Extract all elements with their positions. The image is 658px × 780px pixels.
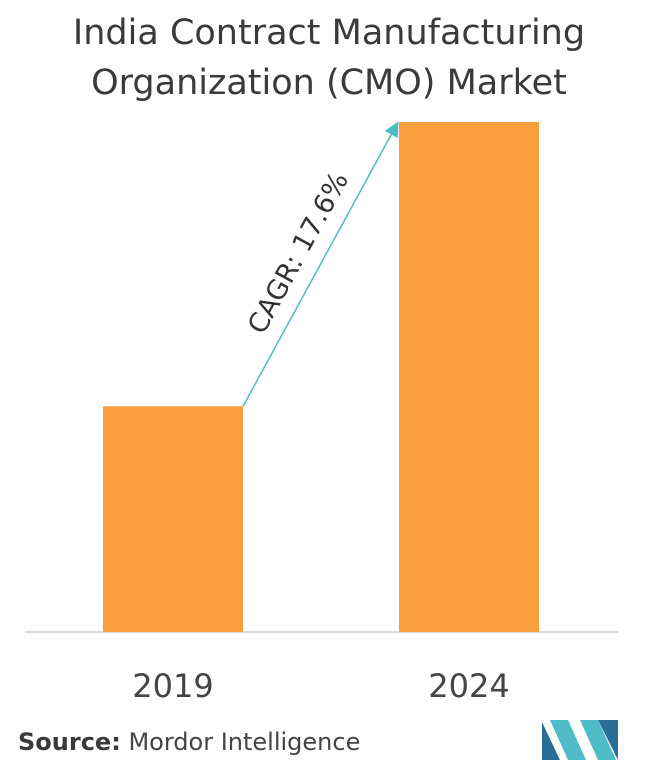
- logo-shape-middle: [550, 720, 586, 760]
- cagr-label: CAGR: 17.6%: [242, 167, 355, 339]
- x-tick-label-2019: 2019: [132, 667, 213, 705]
- x-tick-label-2024: 2024: [428, 667, 509, 705]
- logo-shape-right-light: [580, 720, 616, 760]
- chart-title: India Contract Manufacturing Organizatio…: [0, 8, 658, 108]
- chart-title-line-1: India Contract Manufacturing: [72, 13, 586, 53]
- bar-2024: [399, 122, 539, 632]
- mordor-intelligence-logo: [542, 720, 618, 760]
- cagr-arrow-line: [242, 121, 399, 407]
- chart-title-line-2: Organization (CMO) Market: [91, 63, 567, 103]
- source-label: Source:: [18, 728, 121, 756]
- bar-2019: [103, 406, 243, 632]
- source-text: Mordor Intelligence: [128, 728, 361, 756]
- source-note: Source: Mordor Intelligence: [18, 728, 360, 756]
- logo-shape-right-dark: [598, 720, 618, 760]
- logo-shape-left: [542, 722, 560, 760]
